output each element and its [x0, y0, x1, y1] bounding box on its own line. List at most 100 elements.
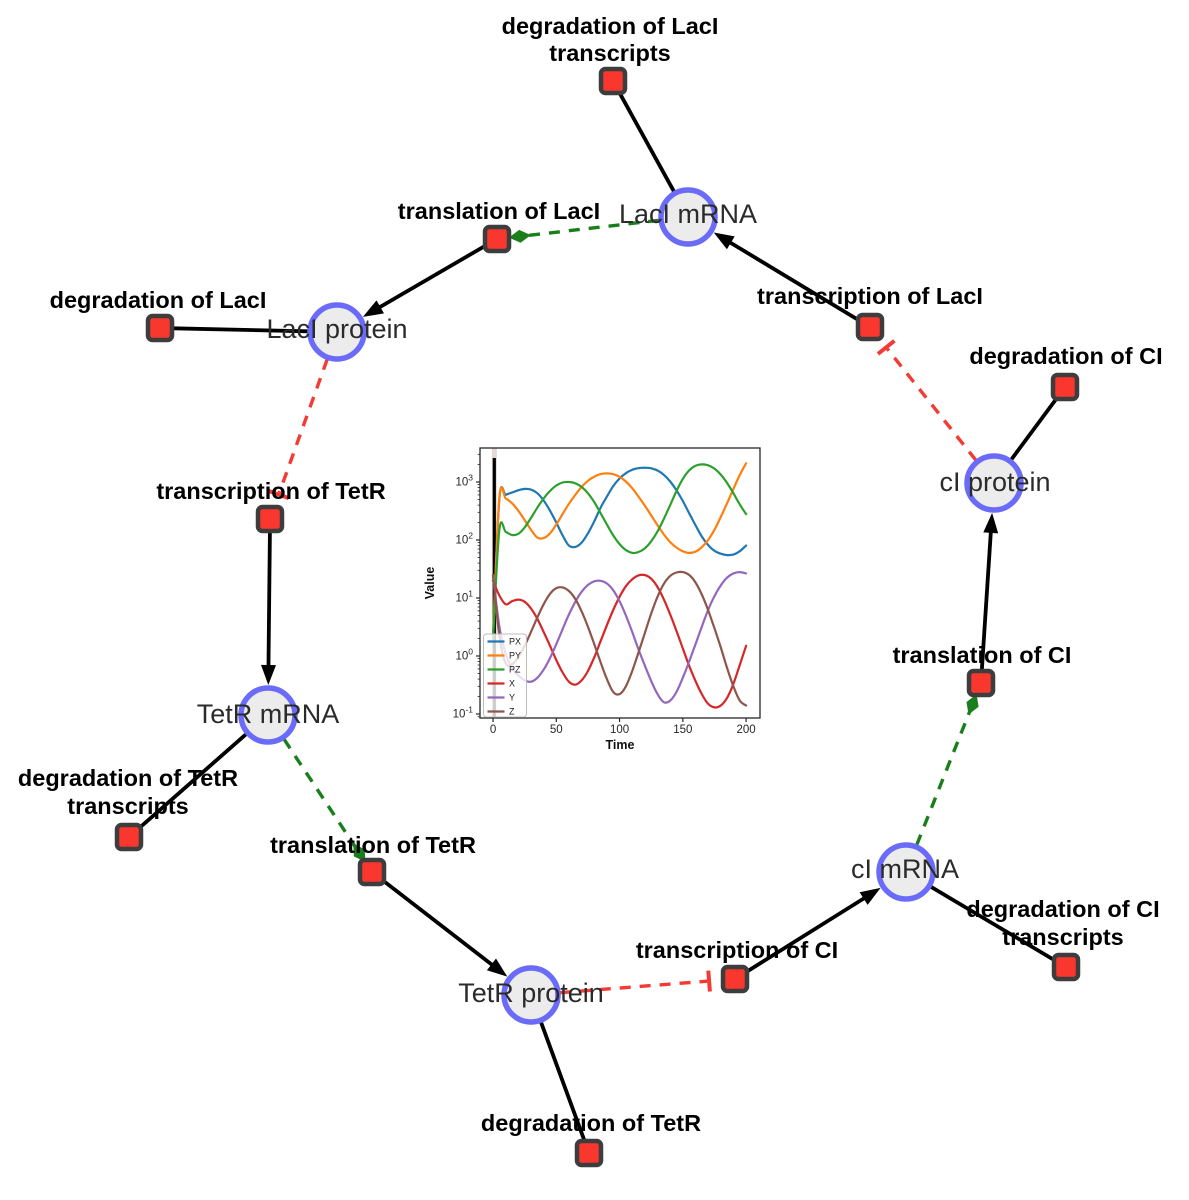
reaction-node-translation-ci [966, 668, 996, 698]
series-Z-line [491, 570, 748, 707]
ci-protein-label: cI protein [939, 467, 1050, 497]
legend-entry-Z: Z [509, 707, 515, 717]
x-tick-label: 200 [736, 724, 755, 736]
deg-tetr-label: degradation of TetR [481, 1110, 701, 1136]
reaction-node-deg-laci-transcripts [598, 66, 628, 96]
inhibition-edge-line [559, 979, 708, 995]
edge-tetr-protein-transcription-ci-inhibition [559, 970, 712, 995]
reaction-node-deg-tetr-transcripts [114, 822, 144, 852]
reaction-node-transcription-laci [855, 312, 885, 342]
nodes-layer [114, 66, 1081, 1168]
tetr-protein-label: TetR protein [458, 978, 604, 1008]
reaction-square-icon [482, 224, 512, 254]
y-tick-label: 101 [455, 588, 473, 604]
diamond-arrowhead-icon [508, 229, 531, 243]
edge-tetr-mrna-deg-tetr-transcripts-consumption [137, 732, 248, 830]
inhibition-tbar-icon [268, 489, 290, 500]
reaction-node-deg-ci [1050, 372, 1080, 402]
inhibition-tbar-icon [876, 339, 896, 356]
deg-laci-transcripts-label: transcripts [549, 40, 670, 66]
edge-ci-protein-transcription-laci-inhibition [876, 339, 978, 462]
edge-transcription-ci-ci-mrna-production [745, 887, 881, 974]
modifier-edge-line [915, 708, 973, 846]
modifier-edge-line [524, 218, 660, 238]
edge-laci-protein-transcription-tetr-inhibition [268, 358, 329, 500]
species-node-tetr-protein [501, 965, 561, 1025]
y-tick-label: 103 [455, 472, 473, 488]
legend-entry-X: X [509, 679, 515, 689]
species-circle-icon [501, 965, 561, 1025]
edge-translation-laci-laci-protein-production [362, 244, 486, 317]
consumption-edge-line [929, 885, 1056, 963]
reaction-node-transcription-tetr [255, 504, 285, 534]
series-Y-line [491, 571, 748, 704]
edge-tetr-mrna-translation-tetr-modifier [282, 738, 366, 862]
arrowhead-icon [983, 512, 999, 534]
translation-tetr-label: translation of TetR [270, 832, 476, 858]
reaction-square-icon [357, 857, 387, 887]
species-circle-icon [238, 685, 298, 745]
reaction-node-deg-ci-transcripts [1051, 952, 1081, 982]
consumption-edge-line [539, 1021, 587, 1142]
reaction-square-icon [720, 964, 750, 994]
x-tick-label: 150 [673, 724, 692, 736]
inhibition-tbar-icon [706, 970, 712, 992]
reaction-square-icon [1051, 952, 1081, 982]
labels-layer: LacI mRNA LacI protein cI protein TetR mRNA… [18, 13, 1163, 1136]
reaction-square-icon [598, 66, 628, 96]
edge-transcription-laci-laci-mrna-production [713, 232, 859, 322]
x-tick-label: 100 [610, 724, 629, 736]
edge-translation-tetr-tetr-protein-production [381, 879, 508, 977]
tetr-mrna-label: TetR mRNA [197, 699, 340, 729]
y-tick-label: 102 [455, 530, 473, 546]
production-edge-line [266, 532, 272, 674]
series-PZ-line [491, 463, 748, 640]
consumption-edge-line [617, 91, 676, 193]
laci-protein-label: LacI protein [266, 314, 407, 344]
reaction-square-icon [114, 822, 144, 852]
x-tick-label: 0 [490, 724, 496, 736]
series-X-line [491, 573, 748, 709]
reaction-square-icon [145, 313, 175, 343]
arrowhead-icon [859, 887, 881, 905]
reaction-square-icon [255, 504, 285, 534]
arrowhead-icon [261, 664, 276, 685]
deg-laci-transcripts-label: degradation of LacI [502, 13, 719, 39]
x-axis: 0 50 100 150 200 [490, 718, 756, 736]
consumption-edge-line [1009, 396, 1059, 461]
modifier-edge-line [282, 738, 358, 850]
deg-tetr-transcripts-label: transcripts [67, 793, 188, 819]
reaction-square-icon [574, 1138, 604, 1168]
species-node-laci-protein [307, 302, 367, 362]
y-axis: 103 102 101 100 10-1 [453, 453, 480, 720]
reaction-node-transcription-ci [720, 964, 750, 994]
x-axis-title: Time [606, 738, 635, 752]
series-PX-line [491, 466, 748, 640]
production-edge-line [372, 244, 486, 313]
reaction-node-deg-tetr [574, 1138, 604, 1168]
species-circle-icon [964, 453, 1024, 513]
production-edge-line [381, 879, 499, 971]
y-tick-label: 100 [455, 646, 473, 662]
edge-transcription-tetr-tetr-mrna-production [261, 532, 276, 685]
edge-laci-mrna-deg-laci-transcripts-consumption [617, 91, 676, 193]
arrowhead-icon [713, 232, 735, 250]
legend-entry-Y: Y [509, 693, 515, 703]
y-axis-title: Value [423, 567, 437, 600]
transcription-ci-label: transcription of CI [636, 937, 838, 963]
inhibition-edge-line [886, 347, 978, 462]
species-node-ci-protein [964, 453, 1024, 513]
reaction-node-translation-tetr [357, 857, 387, 887]
reaction-square-icon [966, 668, 996, 698]
deg-laci-label: degradation of LacI [50, 287, 267, 313]
species-node-laci-mrna [658, 187, 718, 247]
species-circle-icon [658, 187, 718, 247]
legend-entry-PZ: PZ [509, 665, 521, 675]
x-tick-label: 50 [550, 724, 563, 736]
translation-ci-label: translation of CI [893, 642, 1072, 668]
production-edge-line [980, 524, 994, 670]
arrowhead-icon [362, 300, 384, 317]
inhibition-edge-line [277, 358, 329, 494]
